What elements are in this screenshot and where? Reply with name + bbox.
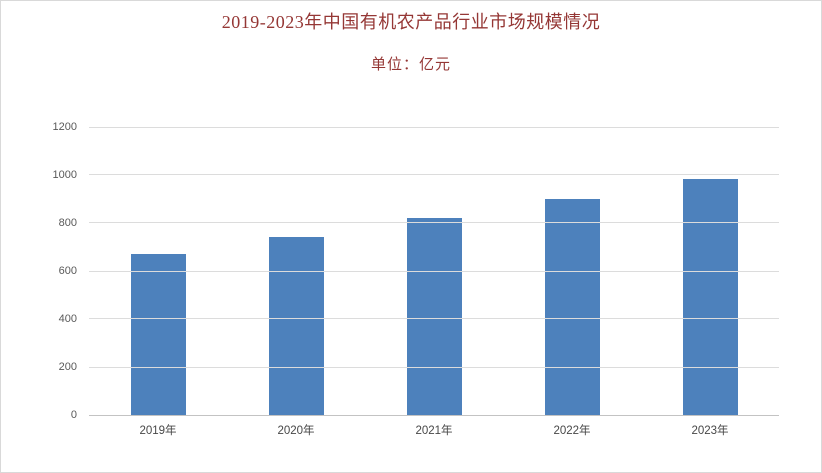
y-tick-label-0: 0	[70, 409, 77, 421]
y-tick-label-1200: 1200	[52, 121, 77, 133]
x-axis-label-2021年: 2021年	[415, 425, 453, 437]
y-tick-label-800: 800	[58, 217, 77, 229]
bar-2023年	[682, 178, 738, 415]
gridline-200	[89, 366, 779, 368]
bar-slot-2021年: 2021年	[365, 127, 503, 437]
bar-2022年	[544, 199, 600, 415]
gridline-400	[89, 318, 779, 320]
bar-2019年	[130, 254, 186, 415]
x-axis-label-2020年: 2020年	[277, 425, 315, 437]
x-axis-label-2022年: 2022年	[553, 425, 591, 437]
y-tick-label-1000: 1000	[52, 169, 77, 181]
bar-slot-2022年: 2022年	[503, 127, 641, 437]
y-tick-label-200: 200	[58, 361, 77, 373]
bar-series: 2019年 2020年 2021年 2022年 2023年	[89, 127, 779, 437]
gridline-1000	[89, 174, 779, 176]
gridline-800	[89, 222, 779, 224]
bar-slot-2019年: 2019年	[89, 127, 227, 437]
gridline-600	[89, 270, 779, 272]
chart-subtitle: 单位：亿元	[370, 57, 451, 73]
bar-2021年	[406, 218, 462, 415]
y-tick-label-400: 400	[58, 313, 77, 325]
plot-area: 2019年 2020年 2021年 2022年 2023年	[89, 126, 779, 437]
x-axis-line	[89, 414, 779, 416]
x-axis-label-2019年: 2019年	[139, 425, 177, 437]
bar-slot-2023年: 2023年	[641, 127, 779, 437]
x-axis-label-2023年: 2023年	[691, 425, 729, 437]
y-tick-label-600: 600	[58, 265, 77, 277]
gridline-1200	[89, 126, 779, 128]
y-axis: 0 200 400 600 800 1000 1200	[1, 121, 77, 421]
bar-2020年	[268, 237, 324, 415]
chart-title: 2019-2023年中国有机农产品行业市场规模情况	[221, 12, 601, 32]
bar-slot-2020年: 2020年	[227, 127, 365, 437]
